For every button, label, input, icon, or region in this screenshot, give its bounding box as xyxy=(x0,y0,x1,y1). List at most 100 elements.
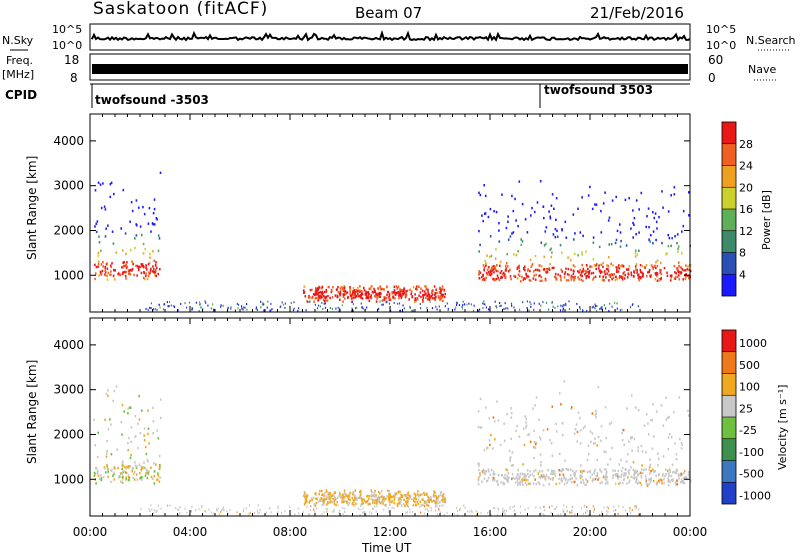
data-cell xyxy=(431,307,434,310)
data-cell xyxy=(234,309,236,312)
data-cell xyxy=(385,504,387,507)
data-cell xyxy=(554,472,556,475)
data-cell xyxy=(593,264,596,267)
data-cell xyxy=(678,278,681,281)
y-tick-label: 4000 xyxy=(53,134,84,148)
colorbar-swatch xyxy=(722,417,736,439)
x-tick-label: 00:00 xyxy=(673,525,708,539)
data-cell xyxy=(437,513,439,516)
data-cell xyxy=(579,306,581,309)
data-cell xyxy=(482,468,485,471)
data-cell xyxy=(400,495,402,499)
data-cell xyxy=(503,308,505,311)
data-cell xyxy=(160,507,162,510)
data-cell xyxy=(118,476,120,479)
data-cell xyxy=(589,470,592,474)
data-cell xyxy=(631,303,633,306)
data-cell xyxy=(662,206,664,209)
data-cell xyxy=(526,469,529,472)
data-cell xyxy=(658,279,660,282)
data-cell xyxy=(343,496,346,499)
data-cell xyxy=(410,497,413,501)
data-cell xyxy=(112,399,114,403)
data-cell xyxy=(303,491,306,494)
data-cell xyxy=(153,198,156,201)
data-cell xyxy=(443,295,446,299)
data-cell xyxy=(146,268,148,271)
data-cell xyxy=(153,270,155,273)
data-cell xyxy=(511,194,513,198)
data-cell xyxy=(378,497,381,500)
data-cell xyxy=(573,279,575,282)
data-cell xyxy=(359,504,362,507)
data-cell xyxy=(123,261,125,264)
data-cell xyxy=(395,285,398,288)
data-cell xyxy=(563,276,566,279)
data-cell xyxy=(110,270,112,273)
data-cell xyxy=(352,309,354,312)
data-cell xyxy=(498,222,500,225)
data-cell xyxy=(441,288,444,291)
data-cell xyxy=(332,498,335,501)
data-cell xyxy=(433,493,435,496)
data-cell xyxy=(484,194,487,198)
data-cell xyxy=(543,475,545,478)
data-cell xyxy=(580,464,582,467)
data-cell xyxy=(151,222,154,225)
data-cell xyxy=(289,505,291,508)
freq-trace xyxy=(92,64,688,74)
data-cell xyxy=(483,278,486,281)
data-cell xyxy=(97,254,100,257)
data-cell xyxy=(107,389,109,392)
data-cell xyxy=(129,272,132,276)
data-cell xyxy=(628,197,630,200)
data-cell xyxy=(134,237,136,240)
data-cell xyxy=(210,307,212,310)
data-cell xyxy=(414,297,416,300)
data-cell xyxy=(619,231,622,234)
data-cell xyxy=(554,306,556,309)
data-cell xyxy=(306,494,309,497)
velocity-colorbar-tick: -500 xyxy=(739,468,764,481)
data-cell xyxy=(459,507,461,510)
data-cell xyxy=(348,502,351,505)
data-cell xyxy=(665,468,667,471)
data-cell xyxy=(140,508,142,511)
data-cell xyxy=(325,490,328,493)
data-cell xyxy=(367,291,370,294)
data-cell xyxy=(665,418,668,421)
data-cell xyxy=(317,298,320,302)
data-cell xyxy=(537,472,540,475)
data-cell xyxy=(656,259,659,262)
data-cell xyxy=(362,502,364,505)
data-cell xyxy=(551,472,553,476)
colorbar-swatch xyxy=(722,143,736,166)
data-cell xyxy=(349,288,351,291)
data-cell xyxy=(158,480,161,483)
data-cell xyxy=(616,307,618,310)
data-cell xyxy=(591,480,594,483)
data-cell xyxy=(673,193,676,196)
data-cell xyxy=(293,301,295,304)
data-cell xyxy=(480,426,483,429)
data-cell xyxy=(620,458,622,462)
data-cell xyxy=(531,263,534,266)
data-cell xyxy=(676,479,678,482)
data-cell xyxy=(628,469,631,472)
data-cell xyxy=(517,224,519,228)
data-cell xyxy=(504,302,506,305)
data-cell xyxy=(298,307,300,310)
data-cell xyxy=(685,264,687,267)
data-cell xyxy=(154,308,156,311)
data-cell xyxy=(625,509,627,512)
power-heatmap-cells xyxy=(94,171,692,312)
data-cell xyxy=(630,436,632,439)
data-cell xyxy=(110,181,113,184)
data-cell xyxy=(439,493,442,497)
data-cell xyxy=(321,285,324,289)
data-cell xyxy=(499,304,501,307)
data-cell xyxy=(241,305,243,308)
data-cell xyxy=(540,241,543,244)
data-cell xyxy=(217,507,219,510)
data-cell xyxy=(680,481,682,484)
